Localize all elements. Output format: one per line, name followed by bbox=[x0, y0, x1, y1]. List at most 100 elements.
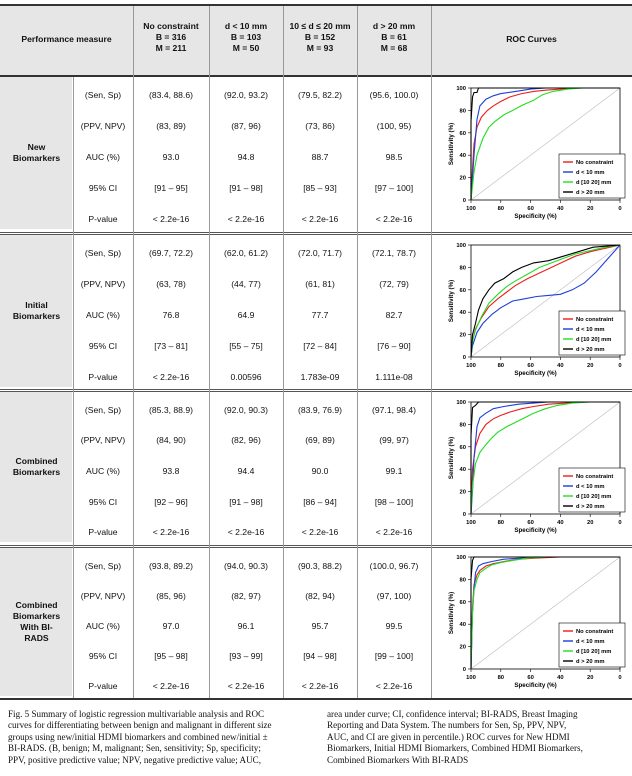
x-axis-label: Specificity (%) bbox=[514, 213, 556, 220]
roc-series-line bbox=[470, 401, 620, 515]
y-tick-label: 80 bbox=[460, 422, 466, 428]
table-cell: 82.7 bbox=[385, 310, 403, 320]
header-roc-curves: ROC Curves bbox=[506, 34, 557, 44]
table-cell: 98.5 bbox=[385, 152, 403, 162]
group-label-shading bbox=[0, 548, 72, 696]
header-column-1: No constraint B = 316 M = 211 bbox=[133, 21, 209, 54]
x-axis-label: Specificity (%) bbox=[514, 682, 556, 689]
table-cell: 99.5 bbox=[385, 621, 403, 632]
table-cell: (82, 97) bbox=[231, 590, 261, 601]
caption-line: BI-RADS. (B, benign; M, malignant; Sen, … bbox=[8, 743, 261, 754]
header-column-3: 10 ≤ d ≤ 20 mm B = 152 M = 93 bbox=[283, 21, 357, 54]
table-cell: [91 – 98] bbox=[229, 496, 263, 507]
table-cell: (83, 89) bbox=[156, 121, 186, 131]
table-cell: 97.0 bbox=[162, 621, 180, 632]
row-label: (Sen, Sp) bbox=[84, 560, 122, 571]
table-cell: [85 – 93] bbox=[303, 183, 337, 193]
y-tick-label: 40 bbox=[460, 153, 466, 159]
table-cell: [94 – 98] bbox=[303, 651, 337, 662]
x-tick-label: 100 bbox=[466, 520, 476, 526]
roc-series-line bbox=[470, 556, 620, 670]
y-tick-label: 60 bbox=[460, 288, 466, 294]
table-cell: 76.8 bbox=[162, 310, 180, 320]
table-cell: (72.1, 78.7) bbox=[372, 248, 416, 258]
legend-entry: d [10 20] mm bbox=[576, 180, 611, 186]
x-tick-label: 20 bbox=[587, 675, 593, 681]
group-separator bbox=[0, 234, 632, 235]
legend-entry: No constraint bbox=[576, 317, 613, 323]
roc-chart: 100 80 60 40 20 0 0 20 40 60 80 100 Specificity (%) S… bbox=[448, 555, 626, 689]
row-label: (Sen, Sp) bbox=[84, 248, 122, 258]
caption-line: curves for differentiating between benig… bbox=[8, 720, 272, 731]
roc-series-line bbox=[470, 87, 620, 201]
x-tick-label: 20 bbox=[587, 363, 593, 369]
table-cell: 93.8 bbox=[162, 466, 180, 476]
table-cell: (63, 78) bbox=[156, 279, 186, 289]
x-tick-label: 40 bbox=[557, 206, 563, 212]
table-top-rule bbox=[0, 4, 632, 6]
legend-entry: d > 20 mm bbox=[576, 504, 605, 510]
y-tick-label: 100 bbox=[456, 243, 466, 249]
group-label-line: Biomarkers bbox=[12, 311, 61, 321]
x-tick-label: 100 bbox=[466, 206, 476, 212]
table-cell: (85, 96) bbox=[156, 590, 186, 601]
x-tick-label: 0 bbox=[618, 675, 621, 681]
y-tick-label: 20 bbox=[460, 176, 466, 182]
roc-chart: 100 80 60 40 20 0 0 20 40 60 80 100 Specificity (%) S… bbox=[448, 243, 626, 377]
table-cell: [92 – 96] bbox=[154, 496, 188, 507]
x-axis-label: Specificity (%) bbox=[514, 370, 556, 377]
y-tick-label: 40 bbox=[460, 467, 466, 473]
group-divider bbox=[73, 77, 74, 698]
table-cell: 94.8 bbox=[237, 152, 255, 162]
row-label: (PPV, NPV) bbox=[80, 121, 126, 131]
row-label: (Sen, Sp) bbox=[84, 90, 122, 100]
header-column-title: d < 10 mm bbox=[224, 21, 268, 31]
roc-series-line bbox=[470, 87, 620, 201]
y-tick-label: 60 bbox=[460, 445, 466, 451]
legend-entry: d < 10 mm bbox=[576, 170, 605, 176]
legend-entry: d [10 20] mm bbox=[576, 337, 611, 343]
header-column-m: M = 50 bbox=[232, 43, 260, 53]
table-cell: < 2.2e-16 bbox=[152, 681, 190, 692]
y-axis-label: Sensitivity (%) bbox=[448, 280, 455, 322]
x-tick-label: 100 bbox=[466, 675, 476, 681]
row-label: AUC (%) bbox=[86, 621, 120, 632]
y-tick-label: 80 bbox=[460, 265, 466, 271]
table-cell: [76 – 90] bbox=[377, 341, 411, 351]
table-cell: (92.0, 93.2) bbox=[224, 90, 268, 100]
y-tick-label: 20 bbox=[460, 645, 466, 651]
table-cell: (79.5, 82.2) bbox=[298, 90, 342, 100]
table-bottom-rule bbox=[0, 698, 632, 700]
row-label: AUC (%) bbox=[86, 466, 120, 476]
table-cell: < 2.2e-16 bbox=[301, 527, 339, 538]
y-tick-label: 100 bbox=[456, 555, 466, 561]
table-cell: (72, 79) bbox=[379, 279, 409, 289]
group-separator bbox=[0, 545, 632, 546]
chance-diagonal bbox=[470, 244, 621, 358]
caption-right-column: area under curve; CI, confidence interva… bbox=[327, 709, 627, 766]
caption-left-column: Fig. 5 Summary of logistic regression mu… bbox=[8, 709, 314, 766]
group-label-line: New bbox=[27, 142, 46, 152]
table-cell: [95 – 98] bbox=[154, 651, 188, 662]
y-tick-label: 40 bbox=[460, 622, 466, 628]
roc-series-line bbox=[470, 244, 621, 358]
table-cell: 88.7 bbox=[311, 152, 329, 162]
y-tick-label: 0 bbox=[463, 512, 466, 518]
row-label: 95% CI bbox=[88, 496, 118, 507]
header-bottom-rule bbox=[0, 75, 632, 77]
legend-entry: d [10 20] mm bbox=[576, 494, 611, 500]
y-tick-label: 20 bbox=[460, 333, 466, 339]
header-column-b: B = 103 bbox=[230, 32, 262, 42]
table-cell: (83.4, 88.6) bbox=[149, 90, 193, 100]
legend-entry: d [10 20] mm bbox=[576, 649, 611, 655]
table-cell: (72.0, 71.7) bbox=[298, 248, 342, 258]
table-cell: (69.7, 72.2) bbox=[149, 248, 193, 258]
x-tick-label: 0 bbox=[618, 520, 621, 526]
group-separator bbox=[0, 391, 632, 392]
table-cell: < 2.2e-16 bbox=[227, 681, 265, 692]
roc-series-line bbox=[470, 401, 620, 515]
header-column-b: B = 61 bbox=[381, 32, 407, 42]
legend-entry: d > 20 mm bbox=[576, 659, 605, 665]
row-label: 95% CI bbox=[88, 651, 118, 662]
group-label: New Biomarkers bbox=[0, 142, 73, 164]
